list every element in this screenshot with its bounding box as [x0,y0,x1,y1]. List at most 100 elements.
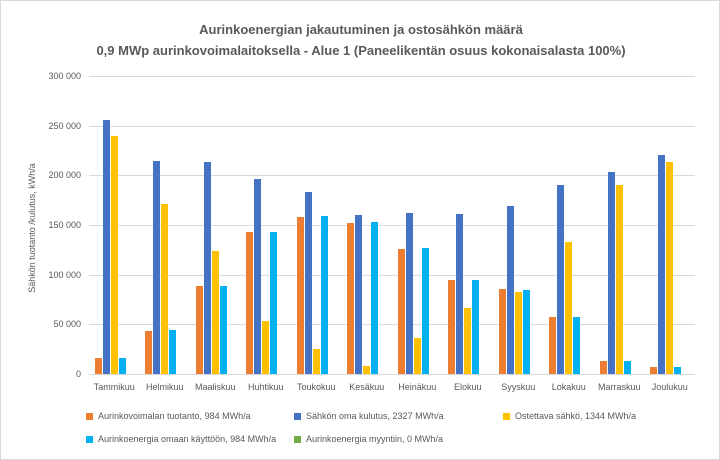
bar [413,338,421,374]
x-axis-label: Kesäkuu [349,382,385,392]
bar [371,222,379,374]
bar [615,185,623,374]
y-tick-label: 200 000 [48,170,81,181]
y-tick-label: 300 000 [48,71,81,81]
bar-group-huhtikuu [241,76,292,374]
bar [262,321,270,374]
bar [573,317,581,374]
x-axis-label: Toukokuu [296,382,336,392]
bar [650,367,658,374]
x-axis-label: Huhtikuu [247,382,284,392]
bar [312,349,320,374]
legend-marker-icon [294,413,301,420]
bar [161,204,169,374]
bar [658,155,666,374]
y-tick-label: 250 000 [48,120,81,131]
legend-label: Aurinkovoimalan tuotanto, 984 MWh/a [98,411,251,421]
bar [607,172,615,374]
bar [397,248,405,374]
bar-group-heinäkuu [392,76,443,374]
legend-label: Aurinkoenergia myyntiin, 0 MWh/a [306,434,444,444]
legend-item: Aurinkovoimalan tuotanto, 984 MWh/a [86,411,251,423]
bar [498,288,506,374]
bar [522,289,530,374]
legend-item: Aurinkoenergia myyntiin, 0 MWh/a [294,434,443,446]
bar [219,285,227,374]
gridline [89,125,695,127]
bar [506,206,514,374]
bar [549,317,557,374]
legend-item: Aurinkoenergia omaan käyttöön, 984 MWh/a [86,434,276,446]
bar-group-joulukuu [645,76,696,374]
bar [448,279,456,374]
bar [464,308,472,374]
legend-marker-icon [86,436,93,443]
gridline [89,175,695,177]
bar [347,223,355,374]
legend-label: Sähkön oma kulutus, 2327 MWh/a [306,411,444,421]
chart-title-line2: 0,9 MWp aurinkovoimalaitoksella - Alue 1… [96,43,626,58]
bar [405,213,413,374]
legend-item: Sähkön oma kulutus, 2327 MWh/a [294,411,444,423]
y-tick-label: 100 000 [48,269,81,280]
chart-title: Aurinkoenergian jakautuminen ja ostosähk… [1,19,719,61]
bar [211,250,219,374]
x-axis-label: Syyskuu [501,382,536,392]
bar-group-kesäkuu [342,76,393,374]
bar-group-elokuu [443,76,494,374]
bar [363,366,371,374]
bar [355,215,363,374]
bar [145,331,153,374]
legend-label: Aurinkoenergia omaan käyttöön, 984 MWh/a [98,434,277,444]
bar [169,330,177,374]
bar [296,217,304,374]
bar [623,361,631,374]
x-axis-label: Joulukuu [651,382,688,392]
bar [195,285,203,374]
x-axis-label: Maaliskuu [194,382,236,392]
bar [102,119,110,374]
legend-marker-icon [86,413,93,420]
legend-label: Ostettava sähkö, 1344 MWh/a [515,411,637,421]
bar [118,358,126,374]
chart-title-line1: Aurinkoenergian jakautuminen ja ostosähk… [199,22,523,37]
bar-group-maaliskuu [190,76,241,374]
bar-group-tammikuu [89,76,140,374]
bar-group-toukokuu [291,76,342,374]
bar [304,192,312,374]
bar [246,231,254,374]
legend-item: Ostettava sähkö, 1344 MWh/a [503,411,636,423]
x-axis-label: Marraskuu [597,382,641,392]
bar [254,179,262,374]
bar [472,279,480,374]
plot-area [89,76,695,375]
bar [110,135,118,374]
bar [599,361,607,374]
bar [565,241,573,374]
gridline [89,76,695,77]
bar-group-marraskuu [594,76,645,374]
y-tick-label: 50 000 [53,319,81,330]
x-axis-label: Lokakuu [551,382,586,392]
bar [421,247,429,374]
x-axis-label: Elokuu [453,382,482,392]
gridline [89,225,695,226]
gridline [89,324,695,326]
x-axis-label: Heinäkuu [398,382,437,392]
bar [94,358,102,374]
y-tick-label: 0 [75,369,81,379]
bar-group-helmikuu [140,76,191,374]
bar [514,291,522,374]
x-axis-label: Tammikuu [93,382,135,392]
legend-marker-icon [294,436,301,443]
bar [456,214,464,374]
gridline [89,274,695,276]
x-axis-label: Helmikuu [145,382,184,392]
bar [557,185,565,374]
bar-group-lokakuu [544,76,595,374]
bar [674,367,682,374]
bar [153,161,161,374]
bar [270,231,278,374]
bar [203,162,211,374]
